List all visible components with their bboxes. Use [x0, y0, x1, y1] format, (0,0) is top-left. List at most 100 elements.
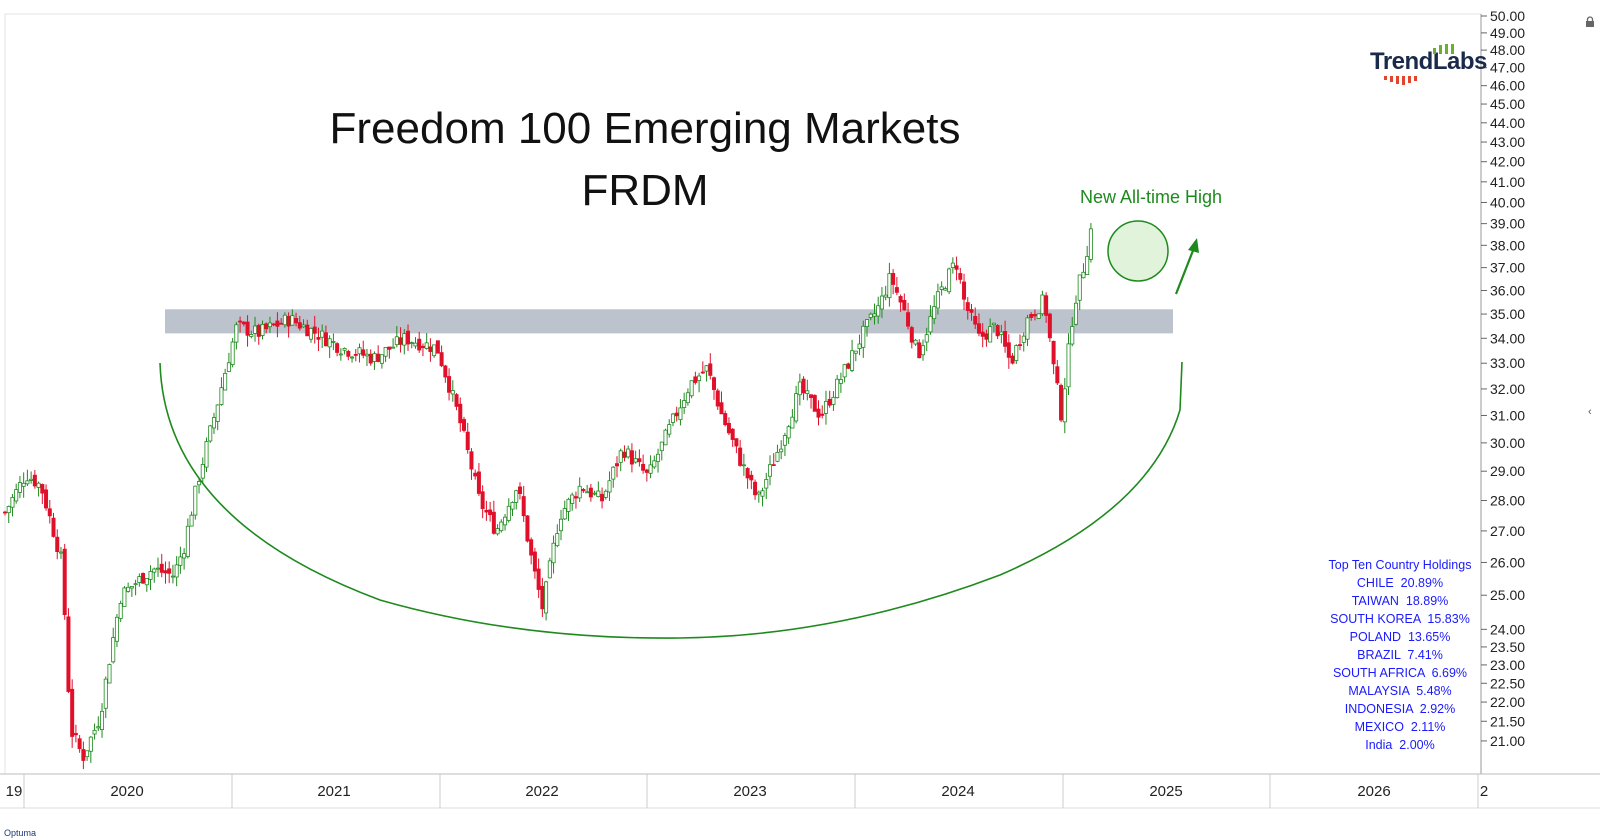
- y-tick-label: 31.00: [1490, 407, 1525, 423]
- candle: [372, 351, 377, 371]
- holdings-row: SOUTH AFRICA 6.69%: [1332, 666, 1468, 680]
- y-tick-label: 23.50: [1490, 639, 1525, 655]
- holdings-row: POLAND 13.65%: [1349, 630, 1451, 644]
- candle: [81, 741, 86, 770]
- y-tick-label: 48.00: [1490, 42, 1525, 58]
- y-tick-label: 26.00: [1490, 554, 1525, 570]
- candle: [308, 327, 313, 343]
- candle: [917, 339, 922, 359]
- candle: [786, 424, 791, 444]
- candle: [167, 561, 172, 584]
- candle: [443, 364, 448, 383]
- candle: [353, 349, 358, 362]
- candle: [827, 390, 832, 408]
- candle: [857, 334, 862, 356]
- candle: [1059, 383, 1064, 423]
- candle: [566, 497, 571, 522]
- candle: [577, 477, 582, 503]
- candle: [92, 723, 97, 740]
- candle: [114, 614, 119, 648]
- candle: [1018, 334, 1023, 351]
- holdings-row: SOUTH KOREA 15.83%: [1330, 612, 1470, 626]
- candle: [588, 483, 593, 502]
- candle: [465, 422, 470, 454]
- y-tick-label: 24.00: [1490, 621, 1525, 637]
- candle: [678, 399, 683, 426]
- candle: [962, 273, 967, 311]
- candle: [562, 500, 567, 521]
- candle: [226, 352, 231, 372]
- candle: [835, 374, 840, 399]
- candle: [230, 338, 235, 368]
- y-tick-label: 34.00: [1490, 330, 1525, 346]
- collapse-chevron-icon[interactable]: ‹: [1588, 406, 1592, 418]
- candle: [476, 463, 481, 496]
- candle: [223, 368, 228, 391]
- candle: [447, 368, 452, 401]
- candle: [47, 499, 52, 524]
- candle: [525, 515, 530, 543]
- candle: [954, 256, 959, 281]
- chart-title: Freedom 100 Emerging Markets: [329, 104, 961, 153]
- candle: [413, 337, 418, 349]
- candle: [697, 372, 702, 393]
- candle: [670, 412, 675, 427]
- candle: [1003, 320, 1008, 353]
- candle: [1081, 263, 1086, 279]
- candle: [85, 750, 90, 761]
- candle: [611, 466, 616, 488]
- x-tick-label: 2022: [525, 783, 558, 800]
- candle: [96, 716, 101, 732]
- candle: [932, 295, 937, 325]
- candle: [163, 561, 168, 584]
- candle: [238, 316, 243, 333]
- candle: [1025, 314, 1030, 346]
- candle: [1010, 353, 1015, 365]
- candle: [909, 325, 914, 349]
- candle: [969, 303, 974, 321]
- candle: [32, 470, 37, 489]
- candle: [920, 339, 925, 361]
- candle: [178, 546, 183, 574]
- candle: [107, 663, 112, 684]
- candle: [148, 565, 153, 591]
- candle: [988, 318, 993, 343]
- candle: [428, 338, 433, 362]
- candle: [682, 392, 687, 414]
- candle: [506, 498, 511, 523]
- candle: [600, 487, 605, 509]
- lock-icon[interactable]: [1584, 16, 1596, 28]
- candle: [536, 558, 541, 598]
- candle: [200, 457, 205, 483]
- candle: [1088, 223, 1093, 263]
- candle: [264, 322, 269, 334]
- all-time-high-circle: [1107, 220, 1169, 282]
- candle: [256, 323, 261, 345]
- candle: [547, 557, 552, 579]
- candle: [872, 303, 877, 325]
- candle: [350, 355, 355, 363]
- cup-bowl-curve: [159, 361, 1183, 639]
- candle: [155, 557, 160, 577]
- candle: [902, 293, 907, 311]
- candle: [6, 505, 11, 523]
- holdings-row: MALAYSIA 5.48%: [1348, 684, 1452, 698]
- y-tick-label: 46.00: [1490, 78, 1525, 94]
- candle: [753, 479, 758, 500]
- candle: [633, 450, 638, 464]
- candle: [364, 348, 369, 367]
- candle: [667, 419, 672, 438]
- candle: [723, 410, 728, 427]
- y-tick-label: 38.00: [1490, 237, 1525, 253]
- candle: [335, 342, 340, 357]
- x-tick-label: 2021: [317, 783, 350, 800]
- candle: [529, 537, 534, 565]
- candle: [749, 470, 754, 490]
- candle: [712, 376, 717, 400]
- candle: [100, 703, 105, 738]
- candle: [607, 471, 612, 501]
- candle: [275, 312, 280, 338]
- candle: [338, 348, 343, 361]
- candle: [435, 340, 440, 354]
